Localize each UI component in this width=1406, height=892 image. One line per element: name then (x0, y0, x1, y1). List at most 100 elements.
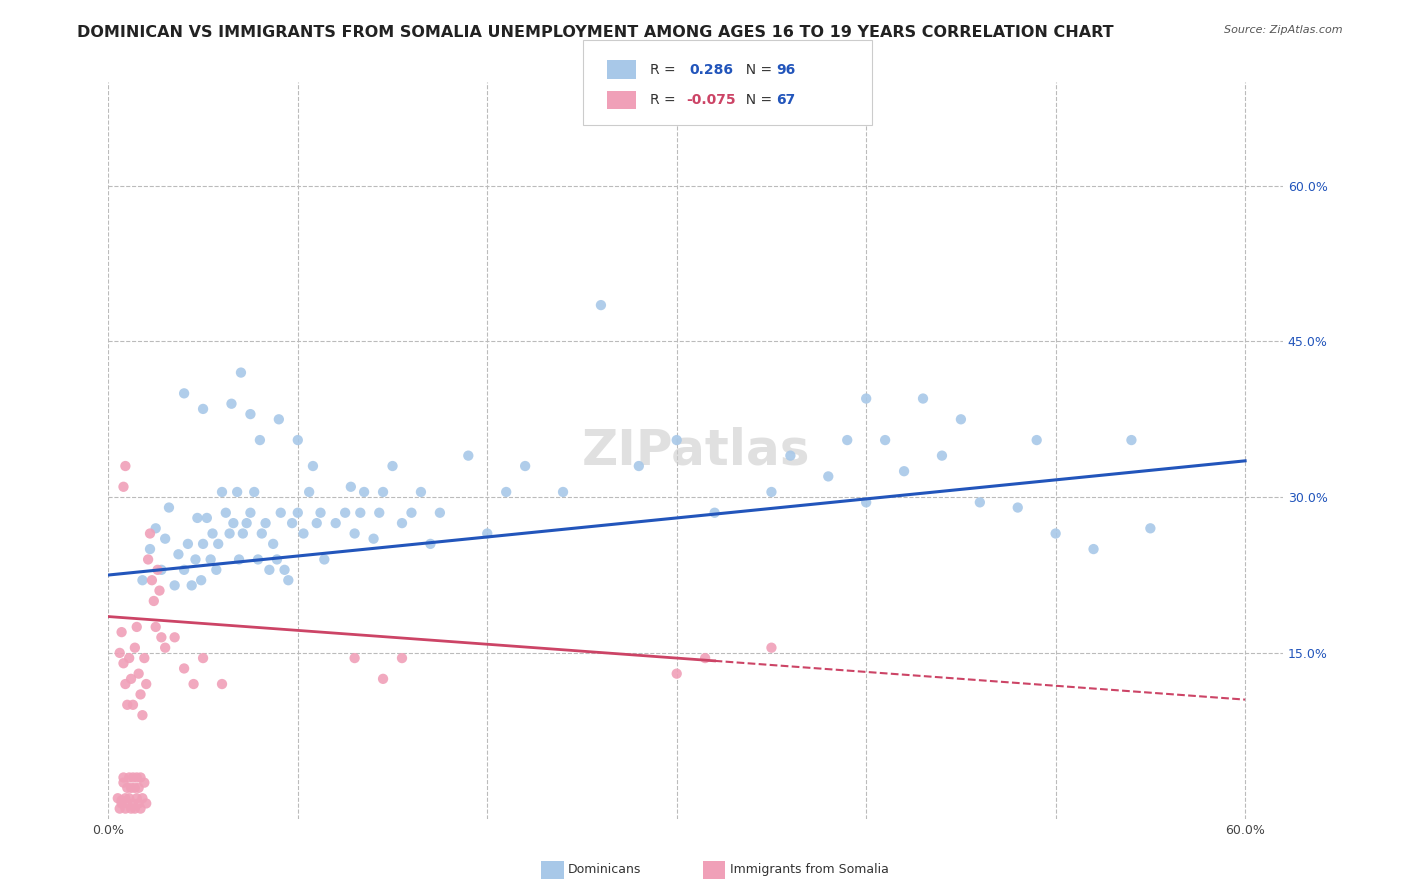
Point (665, 666, 688, 681)
Point (180, 578, 202, 592)
Text: Source: ZipAtlas.com: Source: ZipAtlas.com (1225, 25, 1343, 35)
Point (122, 698, 145, 712)
Point (551, 485, 574, 500)
Point (391, 516, 413, 530)
Point (949, 412, 972, 426)
Point (124, 780, 146, 795)
Point (177, 537, 200, 551)
Point (262, 537, 284, 551)
Point (201, 526, 224, 541)
Point (343, 651, 366, 665)
Point (273, 563, 295, 577)
Point (665, 433, 688, 447)
Point (200, 552, 222, 566)
Text: ZIPatlas: ZIPatlas (582, 426, 810, 475)
Point (761, 485, 783, 500)
Point (112, 775, 135, 789)
Point (292, 526, 315, 541)
Point (349, 506, 371, 520)
Point (381, 458, 404, 473)
Point (117, 797, 139, 811)
Point (1025, 433, 1047, 447)
Point (401, 506, 423, 520)
Point (226, 485, 249, 500)
Point (195, 511, 218, 525)
Point (247, 552, 270, 566)
Point (270, 506, 292, 520)
Point (1121, 433, 1143, 447)
Point (125, 791, 148, 805)
Point (150, 563, 173, 577)
Point (235, 516, 257, 530)
Point (779, 449, 801, 463)
Point (333, 506, 356, 520)
Point (129, 771, 152, 785)
Point (239, 506, 262, 520)
Point (232, 526, 254, 541)
Point (893, 464, 915, 478)
Point (855, 392, 877, 406)
Point (120, 802, 142, 816)
Point (340, 480, 363, 494)
Point (173, 386, 195, 401)
Text: DOMINICAN VS IMMIGRANTS FROM SOMALIA UNEMPLOYMENT AMONG AGES 16 TO 19 YEARS CORR: DOMINICAN VS IMMIGRANTS FROM SOMALIA UNE… (77, 25, 1114, 40)
Point (215, 506, 238, 520)
Point (135, 677, 157, 691)
Point (875, 433, 897, 447)
Point (118, 771, 141, 785)
Point (477, 526, 499, 541)
Point (325, 516, 347, 530)
Point (120, 672, 142, 686)
Point (627, 458, 650, 473)
Point (761, 640, 783, 655)
Point (142, 594, 165, 608)
Point (117, 698, 139, 712)
Point (969, 495, 991, 509)
Point (228, 552, 250, 566)
Point (145, 620, 167, 634)
Point (107, 791, 129, 805)
Point (371, 672, 394, 686)
Point (314, 552, 336, 566)
Point (363, 532, 385, 546)
Point (112, 657, 135, 671)
Point (695, 651, 717, 665)
Point (157, 500, 180, 515)
Point (190, 573, 212, 587)
Point (287, 506, 309, 520)
Point (150, 630, 173, 644)
Point (148, 583, 170, 598)
Point (110, 625, 132, 640)
Point (141, 573, 163, 587)
Point (1045, 526, 1067, 541)
Point (122, 771, 145, 785)
Text: 0.286: 0.286 (689, 62, 733, 77)
Point (837, 433, 859, 447)
Text: R =: R = (650, 62, 683, 77)
Point (267, 412, 290, 426)
Point (114, 791, 136, 805)
Point (135, 797, 157, 811)
Point (222, 516, 245, 530)
Point (205, 563, 228, 577)
Point (353, 485, 375, 500)
Point (167, 547, 190, 561)
Point (855, 495, 877, 509)
Text: N =: N = (737, 62, 776, 77)
Point (259, 563, 281, 577)
Point (110, 797, 132, 811)
Point (703, 506, 725, 520)
Text: N =: N = (737, 93, 776, 107)
Point (128, 797, 150, 811)
Text: -0.075: -0.075 (686, 93, 735, 107)
Point (429, 506, 451, 520)
Point (112, 771, 135, 785)
Point (589, 298, 612, 312)
Point (128, 666, 150, 681)
Point (108, 646, 131, 660)
Point (495, 485, 517, 500)
Point (118, 791, 141, 805)
Point (266, 552, 288, 566)
Point (191, 537, 214, 551)
Text: Dominicans: Dominicans (568, 863, 641, 876)
